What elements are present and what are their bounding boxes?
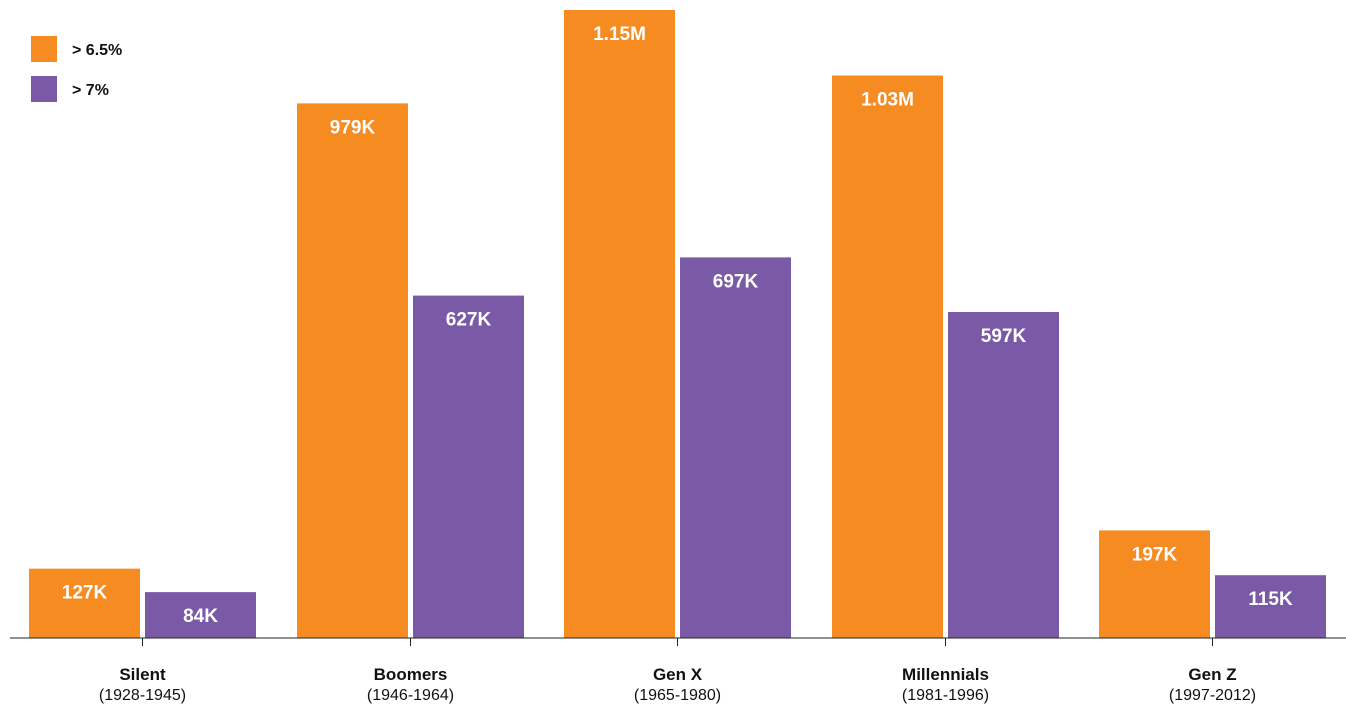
bar-millennials-series-1 <box>832 75 943 638</box>
legend: > 6.5% > 7% <box>31 36 122 102</box>
category-label: Gen Z <box>1188 665 1236 684</box>
bar-silent-series-1 <box>29 568 140 638</box>
bar-labels-layer: 127K 84K 979K 627K 1.15M 697K 1.03M 597K 197K 115… <box>62 24 1293 627</box>
legend-label: > 6.5% <box>72 42 122 59</box>
bar-gen-x-series-1 <box>564 10 675 638</box>
legend-label: > 7% <box>72 82 109 99</box>
bar-value-label: 627K <box>446 310 492 331</box>
bars-layer <box>29 10 1326 639</box>
bar-gen-z-series-2 <box>1215 575 1326 638</box>
category-years-label: (1997-2012) <box>1169 687 1256 704</box>
category-years-label: (1928-1945) <box>99 687 186 704</box>
bar-value-label: 597K <box>981 326 1027 347</box>
category-years-label: (1946-1964) <box>367 687 454 704</box>
bar-value-label: 1.03M <box>861 90 914 111</box>
category-years-label: (1965-1980) <box>634 687 721 704</box>
bar-boomers-series-2 <box>413 295 524 638</box>
legend-swatch <box>31 76 57 102</box>
bar-value-label: 697K <box>713 271 759 292</box>
bar-gen-z-series-1 <box>1099 530 1210 638</box>
bar-value-label: 127K <box>62 583 108 604</box>
bar-millennials-series-2 <box>948 311 1059 638</box>
category-label: Boomers <box>374 665 448 684</box>
bar-gen-x-series-2 <box>680 257 791 638</box>
bar-value-label: 115K <box>1248 589 1293 610</box>
bar-value-label: 979K <box>330 117 376 138</box>
category-years-label: (1981-1996) <box>902 687 989 704</box>
x-ticks-layer <box>142 638 1213 646</box>
bar-value-label: 84K <box>183 606 218 627</box>
bar-value-label: 1.15M <box>593 24 646 45</box>
bar-boomers-series-1 <box>297 103 408 639</box>
category-label: Gen X <box>653 665 703 684</box>
legend-swatch <box>31 36 57 62</box>
category-label: Millennials <box>902 665 989 684</box>
bar-silent-series-2 <box>145 592 256 638</box>
category-label: Silent <box>119 665 166 684</box>
bar-value-label: 197K <box>1132 544 1178 565</box>
category-labels-layer: Silent (1928-1945) Boomers (1946-1964) Gen X… <box>99 665 1256 704</box>
